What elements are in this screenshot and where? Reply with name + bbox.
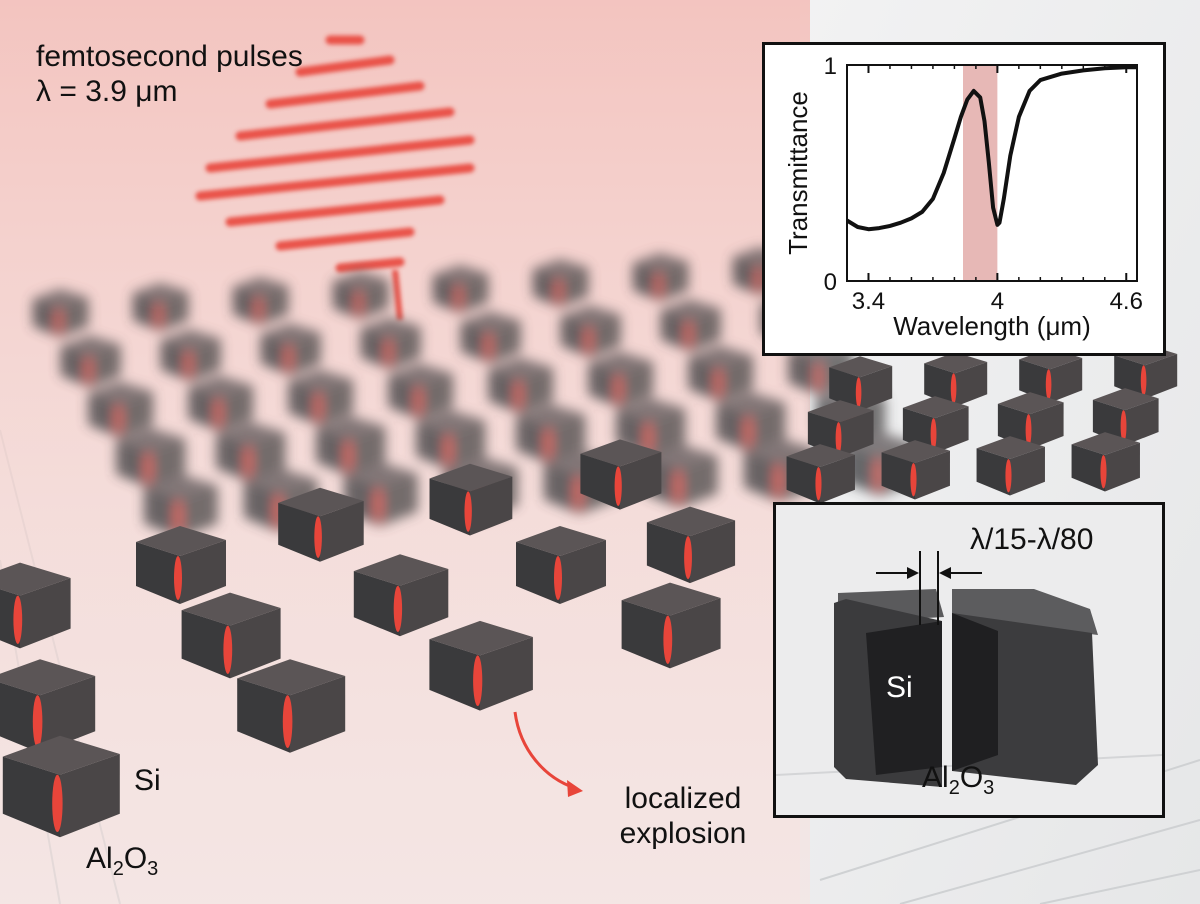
explosion-arrow xyxy=(513,711,576,790)
block-far xyxy=(416,409,486,470)
si-label: Si xyxy=(134,764,161,797)
transmittance-series-line xyxy=(845,65,1137,232)
pulse-label-line2: λ = 3.9 μm xyxy=(36,74,178,108)
block-far xyxy=(460,311,521,364)
explosion-label-line2: explosion xyxy=(619,816,747,850)
block-far xyxy=(316,415,386,476)
block-far xyxy=(160,329,221,382)
block-far xyxy=(516,403,586,464)
inset-si-label: Si xyxy=(886,671,913,704)
x-tick-label: 4 xyxy=(991,288,1004,315)
split-block-detail xyxy=(776,551,1162,787)
block-near xyxy=(278,487,364,562)
block-right xyxy=(829,356,893,411)
y-axis-label: Transmittance xyxy=(783,91,813,255)
detail-inset: λ/15-λ/80 Si Al2O3 xyxy=(773,502,1165,818)
explosion-label: localized explosion xyxy=(608,782,758,851)
substrate-label: Al2O3 xyxy=(86,842,158,881)
chart-inset: 3.4 4 4.6 0 1 Transmittance Wavelength (μm) xyxy=(762,42,1166,356)
block-near xyxy=(580,439,662,510)
inset-substrate-base: Al xyxy=(922,761,949,794)
block-far xyxy=(288,369,354,426)
right-block-rows xyxy=(786,344,1178,504)
x-tick-label: 4.6 xyxy=(1110,288,1143,315)
block-near xyxy=(621,582,721,669)
block-far xyxy=(188,375,254,432)
x-axis-label: Wavelength (μm) xyxy=(893,311,1091,341)
block-right xyxy=(924,352,988,407)
block-near xyxy=(237,659,346,753)
block-near xyxy=(2,735,120,838)
block-near xyxy=(429,463,513,536)
x-tick-label: 3.4 xyxy=(852,288,885,315)
substrate-label-sub1: 2 xyxy=(112,858,124,880)
inset-substrate-mid: O xyxy=(959,761,984,794)
block-far xyxy=(88,381,154,438)
gap-size-label: λ/15-λ/80 xyxy=(970,523,1094,556)
block-far xyxy=(360,317,421,370)
block-near xyxy=(0,659,96,753)
inset-substrate-sub1: 2 xyxy=(948,777,960,799)
block-far xyxy=(232,276,289,326)
right-half-top xyxy=(952,589,1098,635)
y-tick-label: 1 xyxy=(824,53,837,80)
block-right xyxy=(881,440,950,500)
block-right xyxy=(807,400,874,458)
substrate-label-mid: O xyxy=(123,842,148,875)
block-near xyxy=(429,620,533,711)
block-near xyxy=(136,526,226,604)
block-near xyxy=(0,562,71,649)
block-far xyxy=(688,345,754,402)
y-tick-label: 0 xyxy=(824,269,837,296)
pulse-label-line1: femtosecond pulses xyxy=(36,40,303,73)
gap-arrowhead-right xyxy=(939,567,951,579)
explosion-label-line1: localized xyxy=(624,782,742,815)
block-right xyxy=(976,436,1045,496)
block-far xyxy=(60,335,121,388)
substrate-label-sub2: 3 xyxy=(147,858,159,880)
left-half-inner xyxy=(866,621,942,775)
block-right xyxy=(1071,432,1140,492)
pulse-label: femtosecond pulses λ = 3.9 μm xyxy=(36,40,303,109)
near-block-rows xyxy=(0,439,736,838)
block-far xyxy=(488,357,554,414)
block-far xyxy=(260,323,321,376)
transmittance-chart: 3.4 4 4.6 0 1 Transmittance Wavelength (μm) xyxy=(783,53,1143,341)
block-far xyxy=(560,305,621,358)
block-far xyxy=(660,299,721,352)
block-far xyxy=(32,288,89,338)
pulse-wavepacket xyxy=(195,35,475,321)
gap-arrowhead-left xyxy=(907,567,919,579)
block-far xyxy=(143,474,218,539)
block-far xyxy=(332,270,389,320)
block-far xyxy=(432,264,489,314)
block-far xyxy=(632,252,689,302)
inset-substrate-sub2: 3 xyxy=(983,777,995,799)
block-near xyxy=(516,526,606,604)
block-far xyxy=(132,282,189,332)
block-near xyxy=(181,592,281,679)
block-near xyxy=(646,506,736,584)
right-half-inner xyxy=(952,613,998,771)
block-near xyxy=(353,554,449,637)
block-far xyxy=(388,363,454,420)
plot-frame xyxy=(846,64,1138,282)
inset-substrate-label: Al2O3 xyxy=(922,761,994,800)
explosion-arrow-head xyxy=(567,780,583,797)
block-far xyxy=(588,351,654,408)
block-far xyxy=(532,258,589,308)
block-right xyxy=(786,444,855,504)
substrate-label-base: Al xyxy=(86,842,113,875)
